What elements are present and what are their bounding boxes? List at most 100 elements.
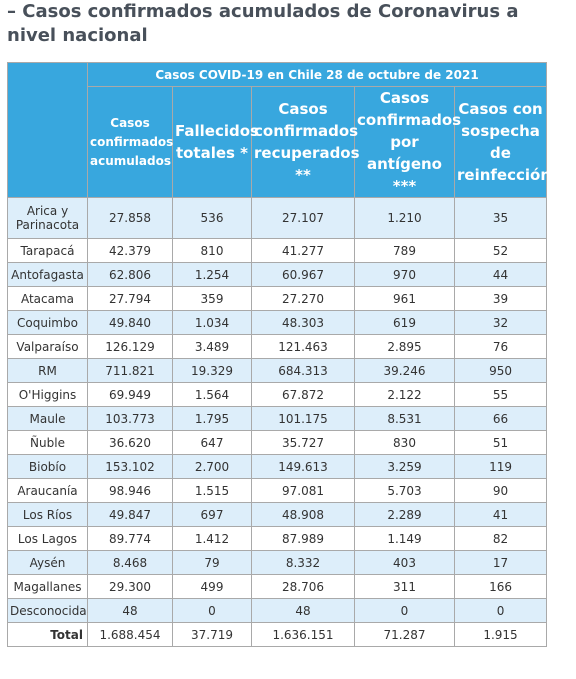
value-cell: 697 <box>172 502 252 527</box>
value-cell: 311 <box>354 574 455 599</box>
value-cell: 950 <box>453 358 548 383</box>
value-cell: 49.847 <box>87 502 173 527</box>
value-cell: 17 <box>453 550 548 575</box>
value-cell: 121.463 <box>251 334 355 359</box>
value-cell: 29.300 <box>87 574 173 599</box>
value-cell: 97.081 <box>251 478 355 503</box>
value-cell: 89.774 <box>87 526 173 551</box>
value-cell: 32 <box>453 310 548 335</box>
value-cell: 1.412 <box>172 526 252 551</box>
value-cell: 711.821 <box>87 358 173 383</box>
value-cell: 499 <box>172 574 252 599</box>
column-header: Fallecidos totales * <box>172 86 259 198</box>
column-header: Casos confirmados acumulados <box>87 86 173 198</box>
value-cell: 27.270 <box>251 286 355 311</box>
value-cell: 119 <box>453 454 548 479</box>
region-cell: Tarapacá <box>7 238 88 263</box>
table-row: Valparaíso 126.129 3.489 121.463 2.895 76 <box>7 334 548 359</box>
value-cell: 87.989 <box>251 526 355 551</box>
value-cell: 961 <box>354 286 455 311</box>
value-cell: 830 <box>354 430 455 455</box>
table-row: Total 1.688.454 37.719 1.636.151 71.287 1.915 <box>7 622 548 647</box>
value-cell: 42.379 <box>87 238 173 263</box>
table-row: Maule 103.773 1.795 101.175 8.531 66 <box>7 406 548 431</box>
table-row: Biobío 153.102 2.700 149.613 3.259 119 <box>7 454 548 479</box>
value-cell: 684.313 <box>251 358 355 383</box>
value-cell: 48 <box>87 598 173 623</box>
table-row: Arica y Parinacota 27.858 536 27.107 1.210 35 <box>7 197 548 239</box>
value-cell: 101.175 <box>251 406 355 431</box>
value-cell: 2.895 <box>354 334 455 359</box>
value-cell: 5.703 <box>354 478 455 503</box>
corner-cell <box>7 62 88 198</box>
page-title: – Casos confirmados acumulados de Corona… <box>7 1 519 46</box>
value-cell: 69.949 <box>87 382 173 407</box>
value-cell: 8.332 <box>251 550 355 575</box>
value-cell: 0 <box>354 598 455 623</box>
value-cell: 55 <box>453 382 548 407</box>
region-cell: Aysén <box>7 550 88 575</box>
region-cell: Valparaíso <box>7 334 88 359</box>
table-row: Coquimbo 49.840 1.034 48.303 619 32 <box>7 310 548 335</box>
region-cell: Maule <box>7 406 88 431</box>
value-cell: 76 <box>453 334 548 359</box>
table-row: Magallanes 29.300 499 28.706 311 166 <box>7 574 548 599</box>
region-cell: O'Higgins <box>7 382 88 407</box>
value-cell: 51 <box>453 430 548 455</box>
value-cell: 8.531 <box>354 406 455 431</box>
value-cell: 0 <box>172 598 252 623</box>
table-row: RM 711.821 19.329 684.313 39.246 950 <box>7 358 548 383</box>
value-cell: 1.210 <box>354 197 455 239</box>
table-row: Antofagasta 62.806 1.254 60.967 970 44 <box>7 262 548 287</box>
value-cell: 1.795 <box>172 406 252 431</box>
value-cell: 3.489 <box>172 334 252 359</box>
region-cell: Coquimbo <box>7 310 88 335</box>
value-cell: 810 <box>172 238 252 263</box>
value-cell: 2.122 <box>354 382 455 407</box>
value-cell: 1.254 <box>172 262 252 287</box>
value-cell: 71.287 <box>354 622 455 647</box>
value-cell: 27.107 <box>251 197 355 239</box>
value-cell: 403 <box>354 550 455 575</box>
region-cell: Desconocida <box>7 598 88 623</box>
value-cell: 1.149 <box>354 526 455 551</box>
value-cell: 48 <box>251 598 355 623</box>
value-cell: 1.915 <box>453 622 548 647</box>
column-header: Casos confirmados recuperados ** <box>251 86 360 198</box>
data-table: Casos COVID-19 en Chile 28 de octubre de… <box>7 62 551 647</box>
region-cell: RM <box>7 358 88 383</box>
value-cell: 41.277 <box>251 238 355 263</box>
value-cell: 41 <box>453 502 548 527</box>
value-cell: 37.719 <box>172 622 252 647</box>
value-cell: 49.840 <box>87 310 173 335</box>
value-cell: 67.872 <box>251 382 355 407</box>
value-cell: 126.129 <box>87 334 173 359</box>
value-cell: 19.329 <box>172 358 252 383</box>
value-cell: 153.102 <box>87 454 173 479</box>
value-cell: 35 <box>453 197 548 239</box>
value-cell: 103.773 <box>87 406 173 431</box>
value-cell: 39 <box>453 286 548 311</box>
value-cell: 28.706 <box>251 574 355 599</box>
value-cell: 62.806 <box>87 262 173 287</box>
value-cell: 35.727 <box>251 430 355 455</box>
value-cell: 536 <box>172 197 252 239</box>
region-cell: Total <box>7 622 88 647</box>
value-cell: 789 <box>354 238 455 263</box>
table-row: Araucanía 98.946 1.515 97.081 5.703 90 <box>7 478 548 503</box>
region-cell: Atacama <box>7 286 88 311</box>
table-row: Los Lagos 89.774 1.412 87.989 1.149 82 <box>7 526 548 551</box>
region-cell: Los Lagos <box>7 526 88 551</box>
region-cell: Araucanía <box>7 478 88 503</box>
value-cell: 1.034 <box>172 310 252 335</box>
region-cell: Antofagasta <box>7 262 88 287</box>
value-cell: 8.468 <box>87 550 173 575</box>
column-header: Casos confirmados por antígeno *** <box>354 86 461 198</box>
value-cell: 647 <box>172 430 252 455</box>
value-cell: 0 <box>453 598 548 623</box>
region-cell: Magallanes <box>7 574 88 599</box>
value-cell: 48.908 <box>251 502 355 527</box>
column-header: Casos con sospecha de reinfección <box>453 86 551 198</box>
table-row: O'Higgins 69.949 1.564 67.872 2.122 55 <box>7 382 548 407</box>
value-cell: 44 <box>453 262 548 287</box>
